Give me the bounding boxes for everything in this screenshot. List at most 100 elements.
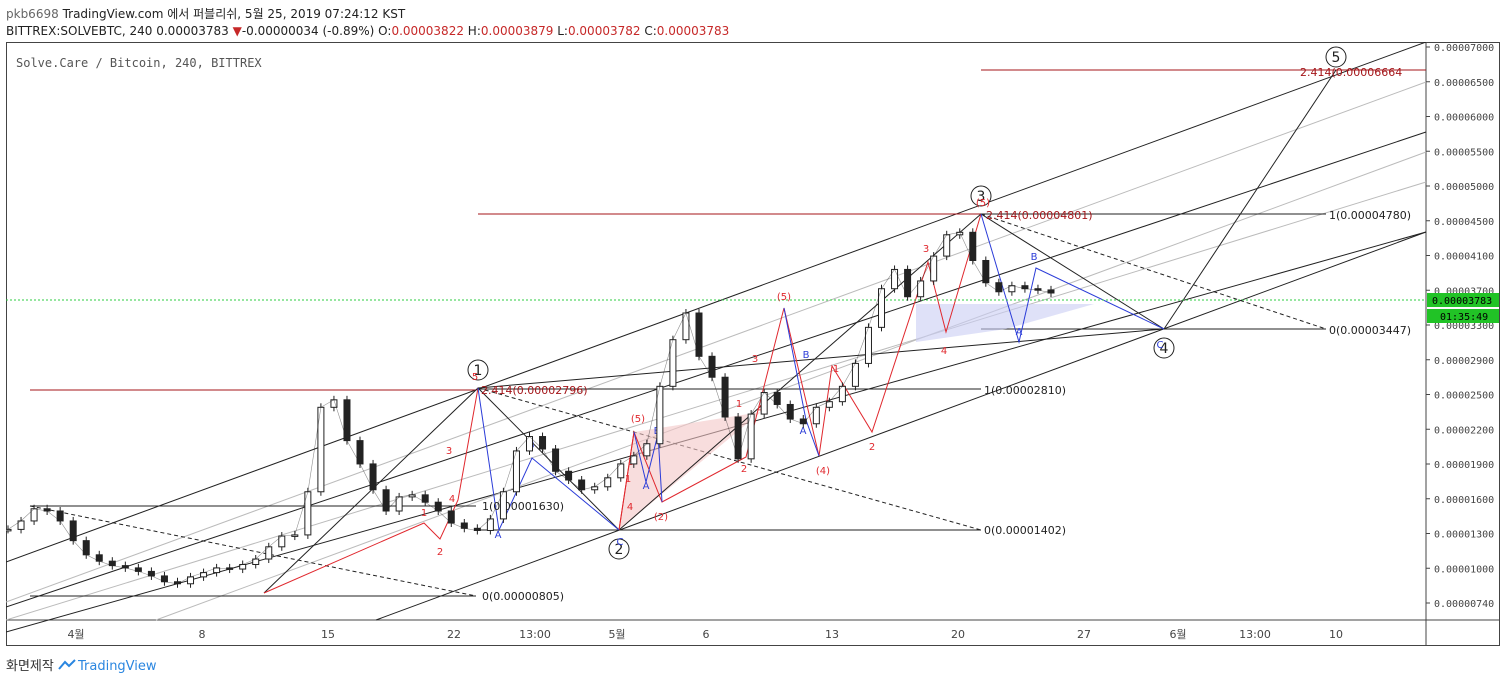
chart-canvas[interactable]: Solve.Care / Bitcoin, 240, BITTREX 12345… (6, 42, 1500, 646)
wave-minor-label: 1 (736, 399, 742, 410)
last-price-tag (1427, 293, 1499, 307)
last-price-tag-label: 0.00003783 (1432, 296, 1492, 307)
site-name: TradingView.com (62, 7, 164, 21)
wave-minor-label: 1 (625, 474, 631, 485)
wave-4-label: 4 (1160, 341, 1169, 357)
y-tick-label: 0.00001000 (1434, 564, 1494, 575)
chart-frame (6, 42, 1500, 646)
wave-1-circle (467, 359, 489, 381)
y-tick-label: 0.00004500 (1434, 217, 1494, 228)
fib-diagonal-line (980, 213, 1327, 330)
wave-3-circle (970, 185, 992, 207)
x-tick-label: 15 (321, 628, 335, 641)
wave-minor-label: 3 (446, 446, 452, 457)
x-tick-label: 13:00 (519, 628, 551, 641)
author-name[interactable]: pkb6698 (6, 7, 59, 21)
y-tick-label: 0.00005000 (1434, 182, 1494, 193)
chart-header-quote: BITTREX:SOLVEBTC, 240 0.00003783 ▼-0.000… (6, 23, 729, 39)
price-line (7, 231, 1052, 585)
last-price: 0.00003783 (156, 24, 229, 38)
channel-midline (6, 81, 1427, 603)
x-tick-label: 4월 (67, 628, 84, 641)
y-tick-label: 0.00001900 (1434, 460, 1494, 471)
low-label: L: (557, 24, 568, 38)
x-tick-label: 22 (447, 628, 461, 641)
fib-diagonal-line (477, 387, 982, 531)
wave-minor-label: 3 (923, 244, 929, 255)
candle-body (6, 528, 12, 532)
wave-minor-label: C (1157, 340, 1164, 351)
wave-minor-label: 4 (627, 502, 633, 513)
countdown-tag (1427, 309, 1499, 323)
wave-2-label: 2 (615, 542, 624, 558)
x-tick-label: 6 (703, 628, 710, 641)
wave-minor-label: 1 (421, 508, 427, 519)
fib-level-label: 2.414(0.00004801) (986, 209, 1093, 222)
wave-minor-label: (4) (816, 466, 830, 477)
channel-midline (155, 151, 1427, 621)
wave-minor-label: C (617, 537, 624, 548)
tradingview-logo-icon (58, 659, 76, 670)
fib-level-label: 0(0.00001402) (984, 524, 1066, 537)
footer: 화면제작 TradingView (6, 658, 157, 676)
wave-minor-label: 3 (752, 354, 758, 365)
wave-minor-label: (5) (631, 414, 645, 425)
price-axis[interactable]: 0.00007000 0.00006500 0.00006000 0.00005500… (1426, 43, 1494, 610)
y-tick-label: 0.00003700 (1434, 286, 1494, 297)
fib-level-label: 2.414(0.00002796) (481, 384, 588, 397)
wave-2-circle (608, 538, 630, 560)
corrective-wave-4 (980, 213, 1165, 344)
chart-title: Solve.Care / Bitcoin, 240, BITTREX (16, 56, 262, 70)
chart-header-published: pkb6698 TradingView.com 에서 퍼블리쉬, 5월 25, … (6, 6, 405, 22)
published-info: 에서 퍼블리쉬, 5월 25, 2019 07:24:12 KST (167, 7, 406, 21)
low-value: 0.00003782 (567, 24, 641, 38)
x-tick-label: 13:00 (1239, 628, 1271, 641)
y-tick-label: 0.00005500 (1434, 147, 1494, 158)
fib-diagonal-line (29, 505, 477, 597)
y-tick-label: 0.00007000 (1434, 43, 1494, 54)
wave-minor-label: A (495, 530, 502, 541)
price-series (6, 228, 1055, 588)
y-tick-label: 0.00006000 (1434, 113, 1494, 124)
channel-line (6, 42, 1427, 563)
x-tick-label: 8 (199, 628, 206, 641)
time-axis[interactable]: 4월 8 15 22 13:00 5월 6 13 20 27 6월 13:00 10 (67, 628, 1343, 641)
x-tick-label: 5월 (608, 628, 625, 641)
close-label: C: (644, 24, 657, 38)
x-tick-label: 13 (825, 628, 839, 641)
wave-minor-label: 2 (869, 442, 875, 453)
y-tick-label: 0.00006500 (1434, 78, 1494, 89)
harmonic-triangle-blue (916, 304, 1094, 342)
wave-minor-label: 1 (833, 364, 839, 375)
wave-minor-label: A (643, 481, 650, 492)
close-value: 0.00003783 (656, 24, 730, 38)
wave-minor-label: B (803, 350, 810, 361)
y-tick-label: 0.00002200 (1434, 425, 1494, 436)
wave-1-label: 1 (474, 363, 483, 379)
wave-minor-label: 4 (757, 404, 763, 415)
channel-line (375, 231, 1427, 621)
fib-level-label: 0(0.00000805) (482, 590, 564, 603)
harmonic-triangle-red (619, 412, 761, 530)
corrective-wave-2 (477, 387, 620, 532)
fib-level-label: 1(0.00002810) (984, 384, 1066, 397)
wave-minor-label: 2 (741, 464, 747, 475)
wave-minor-label: 4 (941, 346, 947, 357)
symbol-label: BITTREX:SOLVEBTC, 240 (6, 24, 153, 38)
y-tick-label: 0.00001300 (1434, 530, 1494, 541)
y-tick-label: 0.00000740 (1434, 599, 1494, 610)
fib-level-label: 1(0.00004780) (1329, 209, 1411, 222)
high-value: 0.00003879 (480, 24, 554, 38)
down-arrow-icon: ▼ (232, 24, 242, 38)
y-tick-label: 0.00002900 (1434, 356, 1494, 367)
x-tick-label: 10 (1329, 628, 1343, 641)
wave-4-circle (1153, 337, 1175, 359)
footer-brand[interactable]: TradingView (77, 659, 157, 674)
open-value: 0.00003822 (391, 24, 464, 38)
wave-minor-label: A (800, 426, 807, 437)
wave-3-label: 3 (977, 189, 986, 205)
price-change: -0.00000034 (-0.89%) (241, 24, 375, 38)
wave-minor-label: (5) (976, 198, 990, 209)
wave-minor-label: B (1031, 252, 1038, 263)
